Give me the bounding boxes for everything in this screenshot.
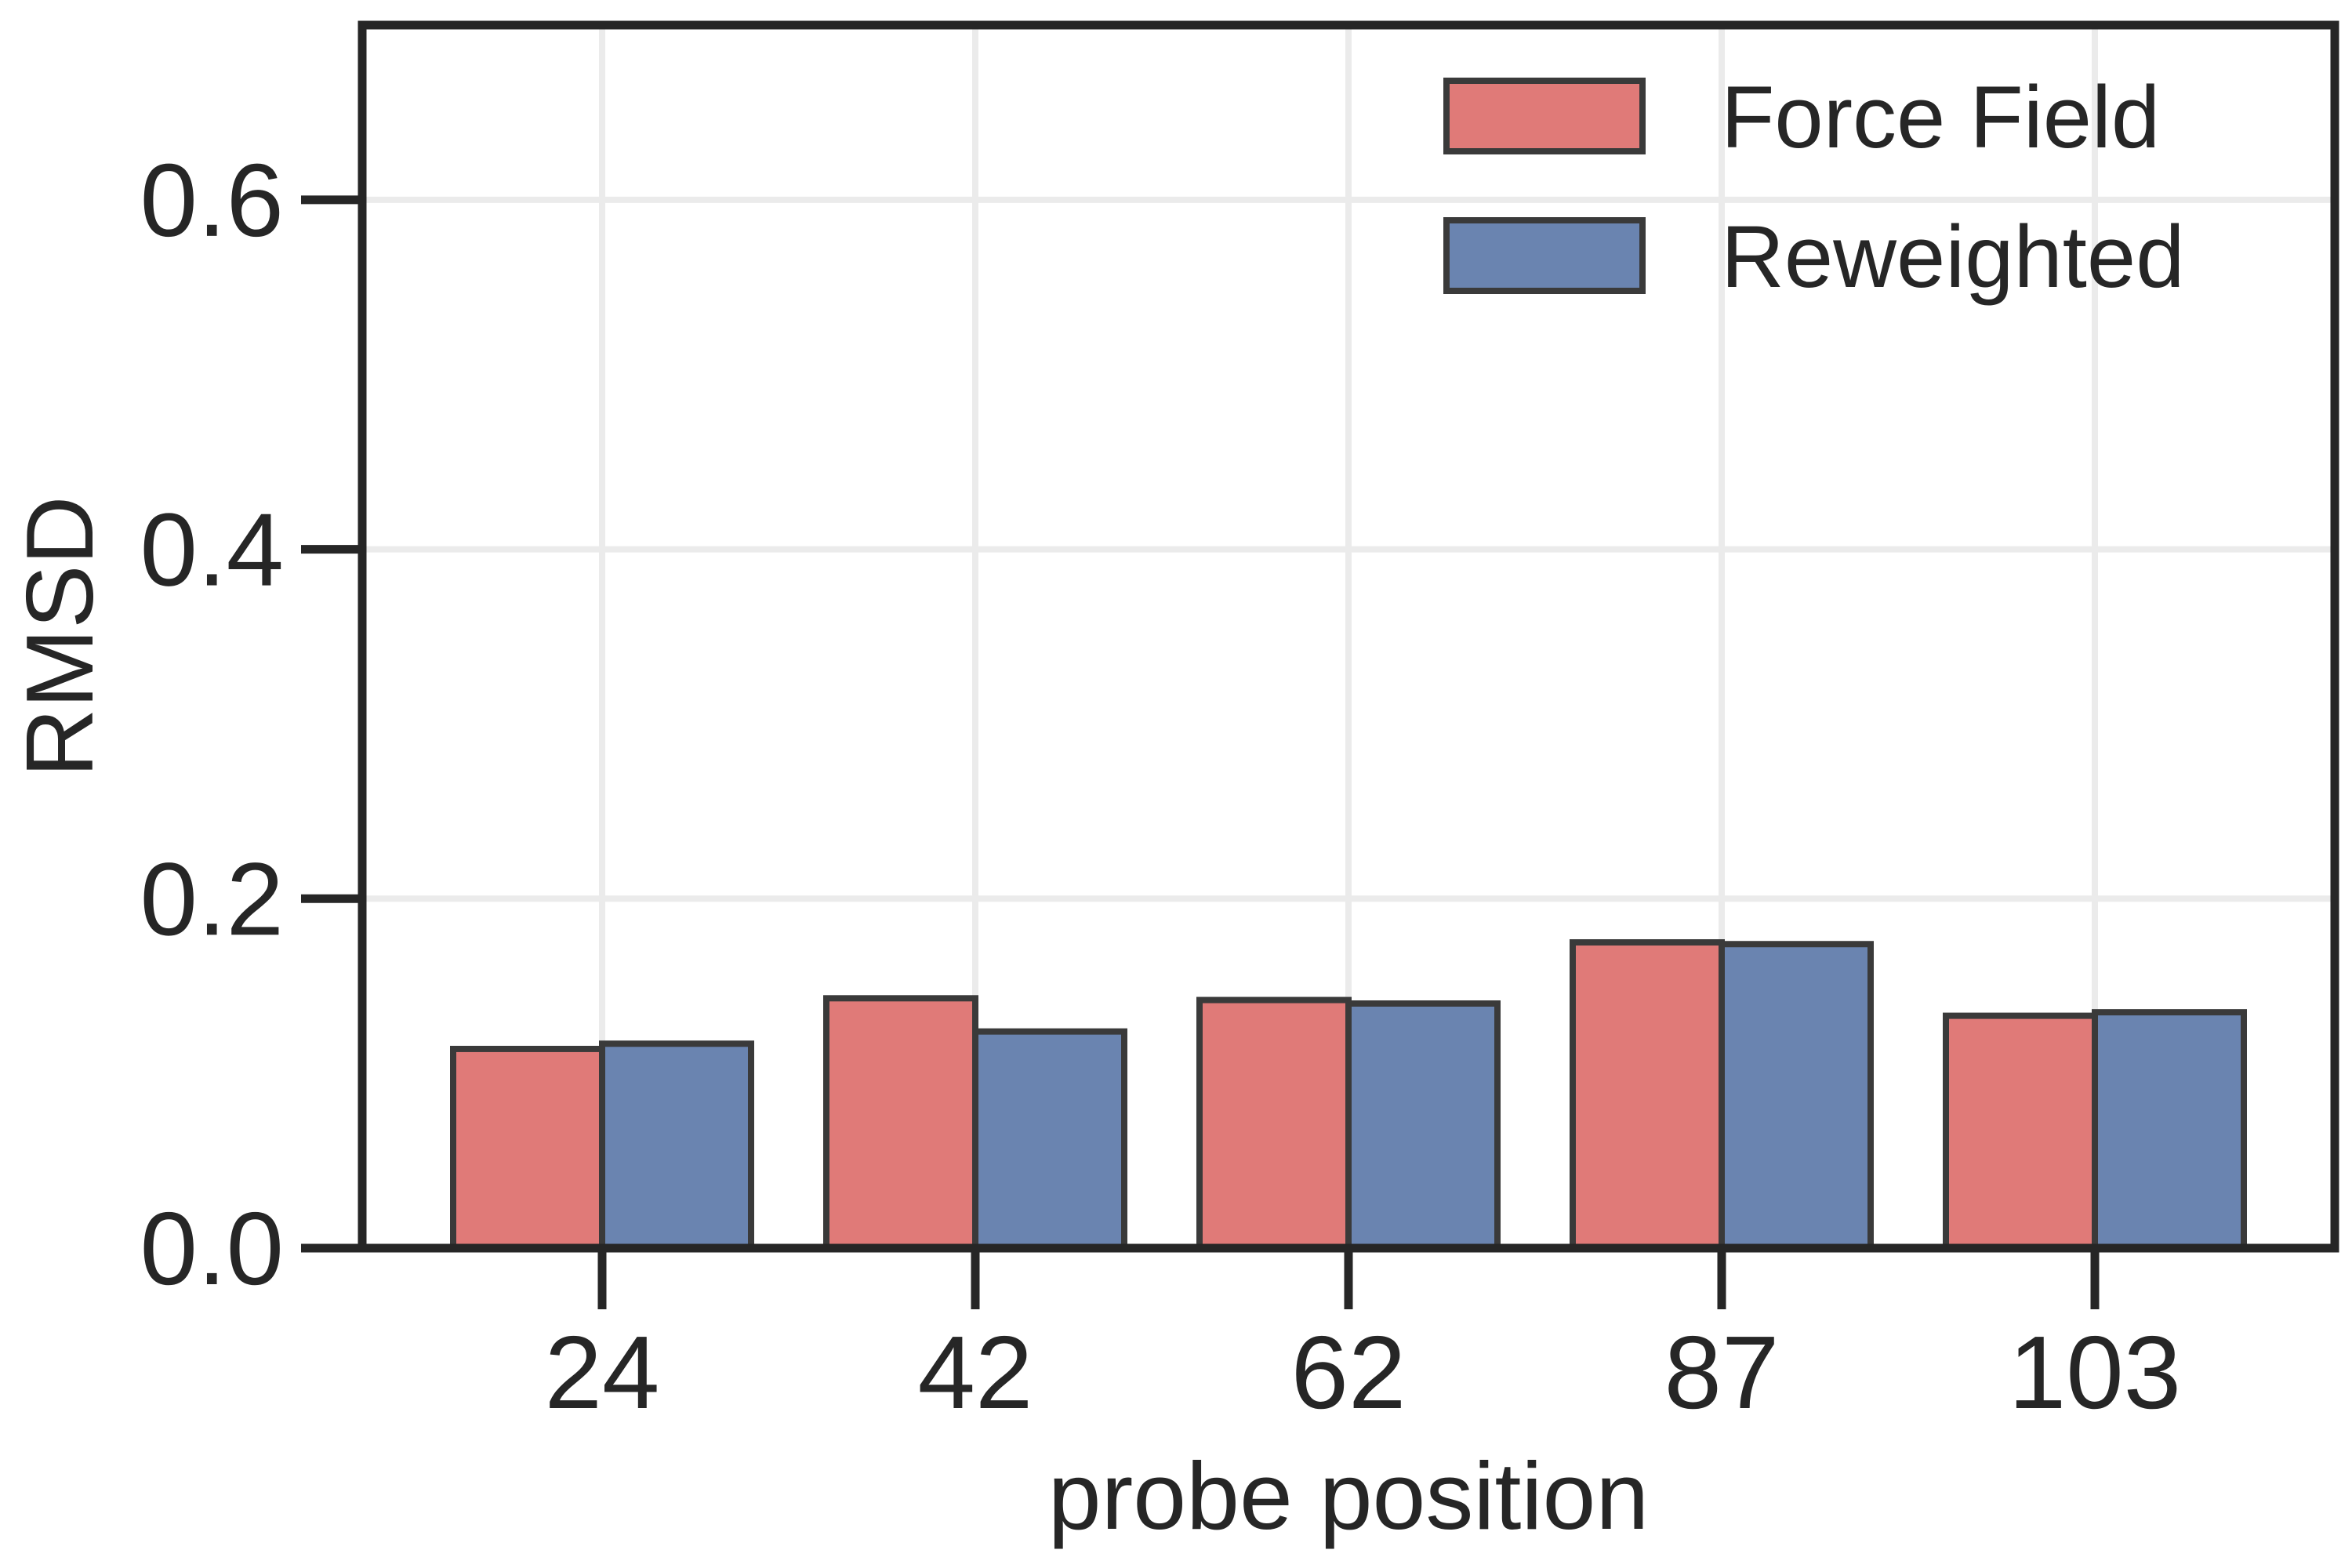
y-tick-label: 0.0	[140, 1191, 285, 1306]
x-tick-label: 24	[545, 1315, 660, 1430]
bar-force-field-24	[450, 1045, 605, 1252]
grid-layer	[362, 25, 2335, 1248]
bar-reweighted-24	[599, 1040, 754, 1252]
y-tick-label: 0.2	[140, 841, 285, 956]
bar-force-field-103	[1943, 1012, 2098, 1251]
legend-label-reweighted: Reweighted	[1721, 208, 2185, 306]
bar-reweighted-62	[1345, 1000, 1501, 1251]
legend-label-force-field: Force Field	[1721, 68, 2160, 166]
x-tick-label: 42	[918, 1315, 1033, 1430]
x-tick-label: 103	[2009, 1315, 2181, 1430]
y-tick-label: 0.6	[140, 143, 285, 258]
x-tick-label: 62	[1291, 1315, 1406, 1430]
x-tick-label: 87	[1664, 1315, 1780, 1430]
ticks-layer: 0.0 0.2 0.4 0.6 24 42 62 87 103	[140, 143, 2182, 1430]
bar-reweighted-87	[1719, 941, 1874, 1251]
bar-force-field-87	[1570, 939, 1725, 1251]
x-axis-label: probe position	[1048, 1443, 1649, 1549]
y-tick-label: 0.4	[140, 492, 285, 608]
bar-reweighted-42	[972, 1028, 1127, 1251]
bar-force-field-62	[1196, 996, 1352, 1251]
bars-layer	[450, 939, 2247, 1252]
legend-swatch-reweighted	[1443, 217, 1646, 294]
legend-swatch-force-field	[1443, 78, 1646, 154]
bar-reweighted-103	[2092, 1009, 2247, 1251]
legend: Force Field Reweighted	[1443, 68, 2185, 306]
y-axis-label: RMSD	[6, 495, 113, 777]
bar-force-field-42	[823, 995, 978, 1252]
